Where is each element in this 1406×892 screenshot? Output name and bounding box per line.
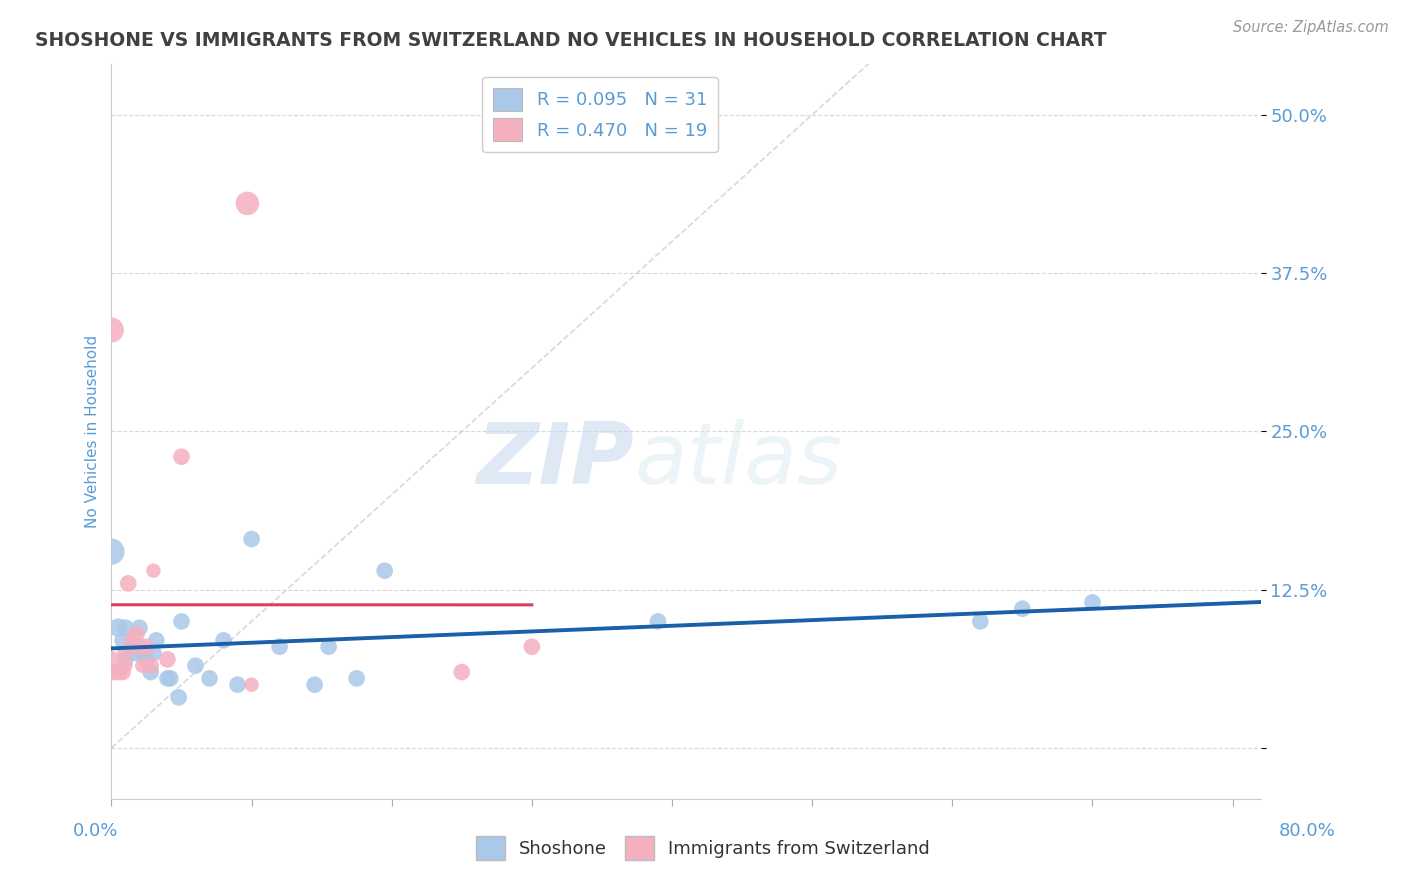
Point: [226, 678, 249, 692]
Point: [100, 545, 122, 559]
Point: [100, 652, 122, 666]
Point: [184, 658, 207, 673]
Point: [156, 652, 179, 666]
Point: [236, 196, 259, 211]
Point: [198, 672, 221, 686]
Point: [139, 658, 162, 673]
Point: [647, 615, 669, 629]
Point: [111, 665, 134, 679]
Point: [269, 640, 291, 654]
Point: [318, 640, 340, 654]
Point: [1011, 601, 1033, 615]
Point: [135, 640, 157, 654]
Point: [1081, 595, 1104, 609]
Point: [131, 658, 153, 673]
Point: [114, 652, 136, 666]
Point: [520, 640, 543, 654]
Point: [135, 652, 157, 666]
Point: [117, 576, 139, 591]
Y-axis label: No Vehicles in Household: No Vehicles in Household: [86, 334, 100, 528]
Point: [170, 450, 193, 464]
Point: [100, 323, 122, 337]
Point: [121, 633, 143, 648]
Text: ZIP: ZIP: [477, 419, 634, 502]
Point: [114, 646, 136, 660]
Legend: R = 0.095   N = 31, R = 0.470   N = 19: R = 0.095 N = 31, R = 0.470 N = 19: [482, 77, 718, 152]
Text: Source: ZipAtlas.com: Source: ZipAtlas.com: [1233, 20, 1389, 35]
Point: [159, 672, 181, 686]
Point: [107, 621, 129, 635]
Point: [969, 615, 991, 629]
Point: [128, 640, 150, 654]
Point: [142, 646, 165, 660]
Point: [111, 633, 134, 648]
Point: [128, 621, 150, 635]
Point: [125, 646, 148, 660]
Point: [167, 690, 190, 705]
Text: 0.0%: 0.0%: [73, 822, 118, 840]
Point: [346, 672, 368, 686]
Point: [170, 615, 193, 629]
Point: [131, 646, 153, 660]
Point: [374, 564, 396, 578]
Point: [240, 532, 263, 546]
Point: [156, 672, 179, 686]
Text: SHOSHONE VS IMMIGRANTS FROM SWITZERLAND NO VEHICLES IN HOUSEHOLD CORRELATION CHA: SHOSHONE VS IMMIGRANTS FROM SWITZERLAND …: [35, 31, 1107, 50]
Text: 80.0%: 80.0%: [1279, 822, 1336, 840]
Text: atlas: atlas: [634, 419, 842, 502]
Point: [450, 665, 472, 679]
Point: [145, 633, 167, 648]
Point: [107, 665, 129, 679]
Point: [139, 665, 162, 679]
Point: [125, 627, 148, 641]
Point: [142, 564, 165, 578]
Legend: Shoshone, Immigrants from Switzerland: Shoshone, Immigrants from Switzerland: [468, 830, 938, 867]
Point: [121, 640, 143, 654]
Point: [103, 665, 125, 679]
Point: [304, 678, 326, 692]
Point: [240, 678, 263, 692]
Point: [212, 633, 235, 648]
Point: [114, 621, 136, 635]
Point: [114, 658, 136, 673]
